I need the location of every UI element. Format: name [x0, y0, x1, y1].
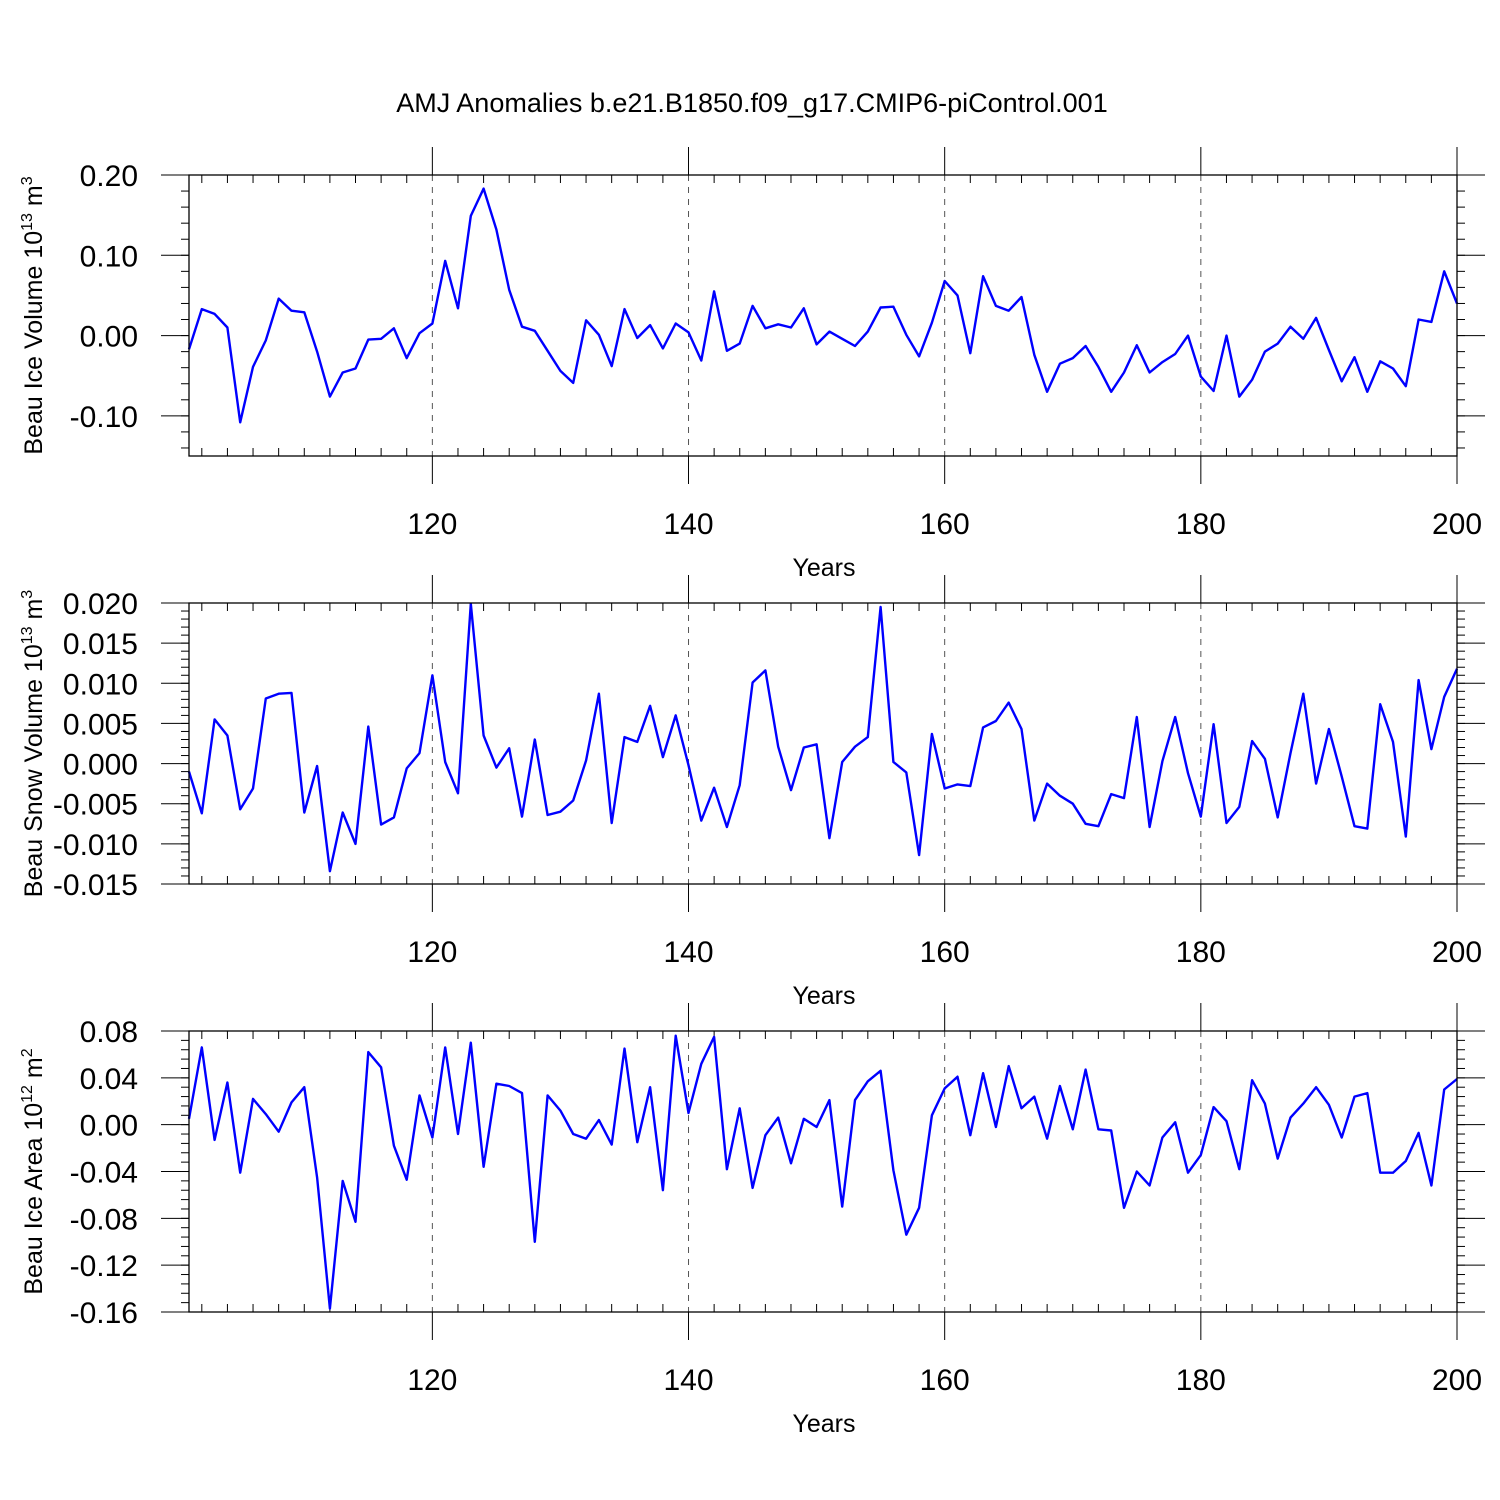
- plot-frame: [188, 174, 1458, 457]
- plot-frame: [188, 1030, 1458, 1313]
- y-tick-label: 0.010: [63, 668, 138, 701]
- y-tick-label: -0.10: [70, 401, 138, 434]
- x-tick-label: 140: [663, 936, 713, 969]
- y-tick-label: -0.04: [70, 1157, 138, 1190]
- x-axis-label: Years: [792, 1410, 855, 1438]
- y-tick-label: 0.00: [80, 321, 138, 354]
- y-tick-label: -0.08: [70, 1203, 138, 1236]
- x-tick-label: 160: [920, 508, 970, 541]
- plot-frame: [188, 602, 1458, 885]
- y-tick-label: 0.00: [80, 1110, 138, 1143]
- y-tick-label: -0.12: [70, 1250, 138, 1283]
- x-tick-label: 140: [663, 1364, 713, 1397]
- x-tick-label: 160: [920, 1364, 970, 1397]
- y-axis-label: Beau Ice Volume 1013 m3: [19, 176, 48, 454]
- y-tick-label: -0.005: [53, 789, 138, 822]
- y-tick-label: 0.08: [80, 1016, 138, 1049]
- y-tick-label: 0.020: [63, 588, 138, 621]
- x-tick-label: 140: [663, 508, 713, 541]
- x-tick-label: 180: [1176, 936, 1226, 969]
- series-line: [187, 1034, 1458, 1310]
- x-tick-label: 120: [407, 508, 457, 541]
- series-line: [187, 187, 1459, 424]
- y-axis-label: Beau Ice Area 1012 m2: [19, 1048, 48, 1294]
- panels-group: 120 140 160 180 200 0.20 0.10 0.00 -0.10 Years Bea…: [19, 147, 1485, 1438]
- y-tick-label: 0.04: [80, 1063, 138, 1096]
- x-tick-label: 180: [1176, 1364, 1226, 1397]
- x-tick-label: 200: [1432, 508, 1482, 541]
- y-tick-label: 0.015: [63, 628, 138, 661]
- x-tick-label: 200: [1432, 1364, 1482, 1397]
- y-axis-label: Beau Snow Volume 1013 m3: [19, 590, 48, 898]
- x-axis-label: Years: [792, 982, 855, 1010]
- y-tick-label: -0.010: [53, 829, 138, 862]
- y-tick-label: 0.10: [80, 240, 138, 273]
- y-tick-label: 0.000: [63, 749, 138, 782]
- panel-2: 120 140 160 180 200 0.020 0.015 0.010 0.005 0.000…: [19, 575, 1485, 1010]
- x-tick-label: 160: [920, 936, 970, 969]
- x-tick-label: 200: [1432, 936, 1482, 969]
- series-line: [187, 602, 1459, 873]
- y-tick-label: 0.005: [63, 708, 138, 741]
- y-tick-label: -0.16: [70, 1297, 138, 1330]
- x-tick-label: 180: [1176, 508, 1226, 541]
- panel-1: 120 140 160 180 200 0.20 0.10 0.00 -0.10 Years Bea…: [19, 147, 1485, 582]
- y-tick-label: -0.015: [53, 869, 138, 902]
- panel-3: 120 140 160 180 200 0.08 0.04 0.00 -0.04 -0.08 -0.…: [19, 1003, 1485, 1438]
- y-tick-label: 0.20: [80, 160, 138, 193]
- x-tick-label: 120: [407, 936, 457, 969]
- figure-title: AMJ Anomalies b.e21.B1850.f09_g17.CMIP6-…: [396, 88, 1107, 118]
- x-tick-label: 120: [407, 1364, 457, 1397]
- x-axis-label: Years: [792, 554, 855, 582]
